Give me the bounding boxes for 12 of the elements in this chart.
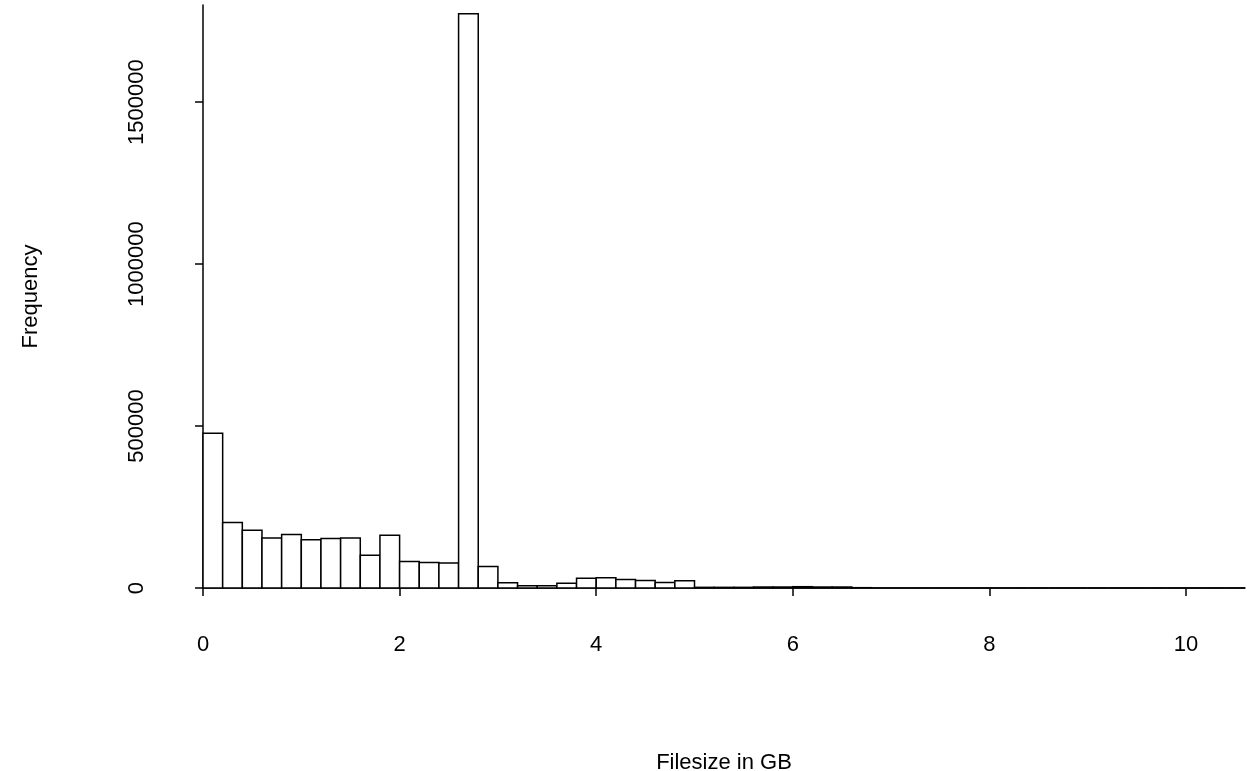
x-tick-label: 2	[393, 630, 406, 656]
y-tick-label: 1000000	[122, 221, 148, 307]
x-tick-label: 10	[1173, 630, 1199, 656]
x-tick-label: 4	[590, 630, 603, 656]
y-axis-title: Frequency	[16, 244, 42, 349]
y-tick-label: 500000	[122, 389, 148, 463]
x-tick-label: 0	[196, 630, 210, 656]
x-axis-title: Filesize in GB	[656, 748, 792, 771]
y-tick-label: 1500000	[122, 59, 148, 145]
y-tick-label: 0	[122, 581, 148, 595]
x-tick-label: 6	[786, 630, 799, 656]
x-tick-label: 8	[983, 630, 996, 656]
